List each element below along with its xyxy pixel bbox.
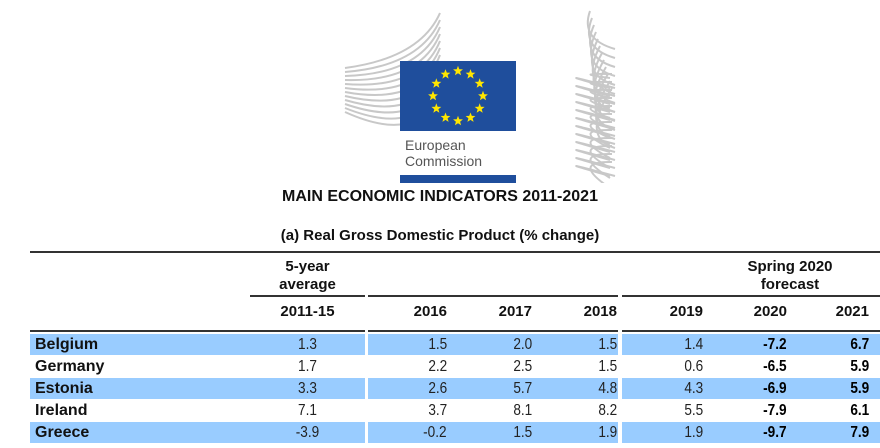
row-background <box>368 378 618 399</box>
forecast-header-line1: Spring 2020 <box>747 258 833 275</box>
country-label: Ireland <box>35 402 88 419</box>
table-row: Germany 1.7 2.2 2.5 1.5 0.6 -6.5 5.9 <box>30 356 880 377</box>
column-header: 2019 <box>669 303 703 320</box>
row-background <box>30 422 365 443</box>
value-cell: 8.1 <box>513 402 532 419</box>
country-label: Belgium <box>35 336 99 353</box>
column-header: 2020 <box>753 303 787 320</box>
column-header: 2011-15 <box>280 303 335 320</box>
value-cell: 8.2 <box>598 402 617 419</box>
value-cell: 1.5 <box>428 336 447 353</box>
value-cell: 2.6 <box>428 380 447 397</box>
row-background <box>622 378 880 399</box>
country-label: Germany <box>35 358 105 375</box>
row-background <box>368 422 618 443</box>
value-cell: 1.7 <box>298 358 317 375</box>
row-background <box>368 334 618 355</box>
divider <box>30 330 365 332</box>
column-header: 2018 <box>583 303 617 320</box>
table-row: Belgium 1.3 1.5 2.0 1.5 1.4 -7.2 6.7 <box>30 334 880 355</box>
column-header: 2021 <box>835 303 869 320</box>
value-cell: -6.5 <box>763 358 787 375</box>
page-title: MAIN ECONOMIC INDICATORS 2011-2021 <box>282 188 598 205</box>
value-cell: 1.5 <box>598 358 617 375</box>
country-label: Greece <box>35 424 90 441</box>
divider <box>622 295 880 297</box>
value-cell: -7.2 <box>763 336 787 353</box>
logo-line-2: Commission <box>405 153 483 169</box>
value-cell: 5.5 <box>684 402 703 419</box>
avg-header: 5-year average <box>250 258 365 294</box>
table-row: Ireland 7.1 3.7 8.1 8.2 5.5 -7.9 6.1 <box>30 400 880 421</box>
value-cell: -6.9 <box>763 380 787 397</box>
value-cell: -9.7 <box>763 424 787 441</box>
value-cell: 1.9 <box>684 424 703 441</box>
forecast-header-line2: forecast <box>760 276 820 293</box>
value-cell: 1.5 <box>513 424 532 441</box>
value-cell: 2.2 <box>428 358 447 375</box>
value-cell: 6.1 <box>850 402 869 419</box>
value-cell: 4.8 <box>598 380 617 397</box>
table-row: Greece -3.9 -0.2 1.5 1.9 1.9 -9.7 7.9 <box>30 422 880 443</box>
value-cell: 2.5 <box>513 358 532 375</box>
value-cell: 5.7 <box>513 380 532 397</box>
value-cell: 1.9 <box>598 424 617 441</box>
european-commission-logo <box>344 10 616 183</box>
row-background <box>368 400 618 421</box>
row-background <box>622 334 880 355</box>
value-cell: 4.3 <box>684 380 703 397</box>
value-cell: 5.9 <box>850 380 869 397</box>
value-cell: -7.9 <box>763 402 787 419</box>
divider <box>368 330 618 332</box>
value-cell: 5.9 <box>850 358 869 375</box>
row-background <box>622 400 880 421</box>
logo-line-1: European <box>405 137 466 153</box>
value-cell: -0.2 <box>423 424 447 441</box>
country-label: Estonia <box>35 380 93 397</box>
column-header: 2017 <box>498 303 532 320</box>
divider <box>368 295 618 297</box>
value-cell: 2.0 <box>513 336 532 353</box>
value-cell: 7.9 <box>850 424 869 441</box>
forecast-header: Spring 2020 forecast <box>700 258 880 294</box>
row-background <box>622 356 880 377</box>
row-background <box>30 378 365 399</box>
row-background <box>622 422 880 443</box>
value-cell: 1.4 <box>684 336 703 353</box>
divider <box>622 330 880 332</box>
avg-header-line1: 5-year <box>285 258 330 275</box>
value-cell: 1.5 <box>598 336 617 353</box>
table-subtitle: (a) Real Gross Domestic Product (% chang… <box>280 227 600 244</box>
value-cell: 3.7 <box>428 402 447 419</box>
avg-header-line2: average <box>279 276 336 293</box>
value-cell: 7.1 <box>298 402 317 419</box>
column-header: 2016 <box>413 303 447 320</box>
table-row: Estonia 3.3 2.6 5.7 4.8 4.3 -6.9 5.9 <box>30 378 880 399</box>
value-cell: 0.6 <box>684 358 703 375</box>
logo-text: European Commission <box>405 137 482 169</box>
value-cell: 3.3 <box>298 380 317 397</box>
top-rule <box>30 251 880 253</box>
row-background <box>368 356 618 377</box>
value-cell: 6.7 <box>850 336 869 353</box>
value-cell: -3.9 <box>295 424 320 441</box>
value-cell: 1.3 <box>298 336 317 353</box>
row-background <box>30 334 365 355</box>
divider <box>250 295 365 297</box>
